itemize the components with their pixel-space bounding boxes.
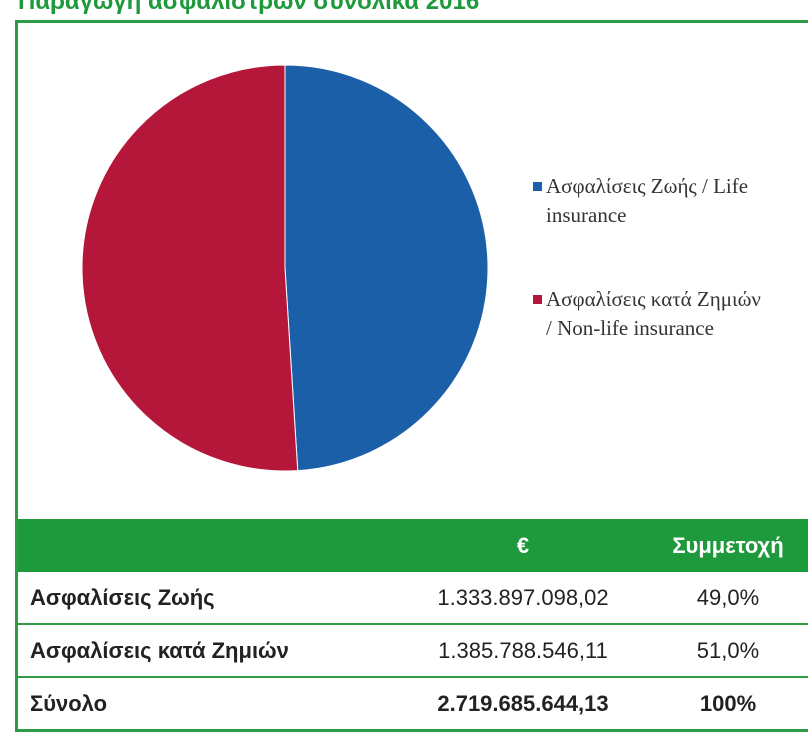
header-cell — [18, 519, 398, 572]
table-cell: 49,0% — [648, 572, 808, 625]
page-title: Παραγωγή ασφαλίστρων συνολικά 2016 — [18, 0, 480, 15]
legend-item: Ασφαλίσεις Ζωής / Life insurance — [533, 172, 763, 230]
table-header: € Συμμετοχή — [18, 519, 808, 572]
table-row: Ασφαλίσεις Ζωής 1.333.897.098,02 49,0% — [18, 572, 808, 625]
table-row: Σύνολο 2.719.685.644,13 100% — [18, 677, 808, 731]
table-cell: Ασφαλίσεις Ζωής — [18, 572, 398, 625]
pie-slice — [81, 64, 299, 472]
table-cell: 1.333.897.098,02 — [398, 572, 648, 625]
table-cell: Ασφαλίσεις κατά Ζημιών — [18, 624, 398, 678]
table-body: Ασφαλίσεις Ζωής 1.333.897.098,02 49,0% Ασφα… — [18, 572, 808, 731]
table-cell: 100% — [648, 677, 808, 731]
header-cell: Συμμετοχή — [648, 519, 808, 572]
data-table: € Συμμετοχή Ασφαλίσεις Ζωής 1.333.897.098… — [18, 519, 808, 731]
legend-swatch — [533, 182, 542, 191]
table-row: Ασφαλίσεις κατά Ζημιών 1.385.788.546,11 51… — [18, 624, 808, 678]
legend-label: Ασφαλίσεις Ζωής / Life insurance — [546, 174, 749, 227]
frame — [15, 20, 808, 732]
header-cell: € — [398, 519, 648, 572]
table-cell: 51,0% — [648, 624, 808, 678]
legend-label: Ασφαλίσεις κατά Ζημιών / Non-life insura… — [546, 287, 761, 340]
pie-slice — [284, 64, 489, 472]
table-cell: 2.719.685.644,13 — [398, 677, 648, 731]
table-cell: 1.385.788.546,11 — [398, 624, 648, 678]
table-cell: Σύνολο — [18, 677, 398, 731]
legend-swatch — [533, 295, 542, 304]
pie-chart — [81, 64, 489, 472]
legend-item: Ασφαλίσεις κατά Ζημιών / Non-life insura… — [533, 285, 763, 343]
